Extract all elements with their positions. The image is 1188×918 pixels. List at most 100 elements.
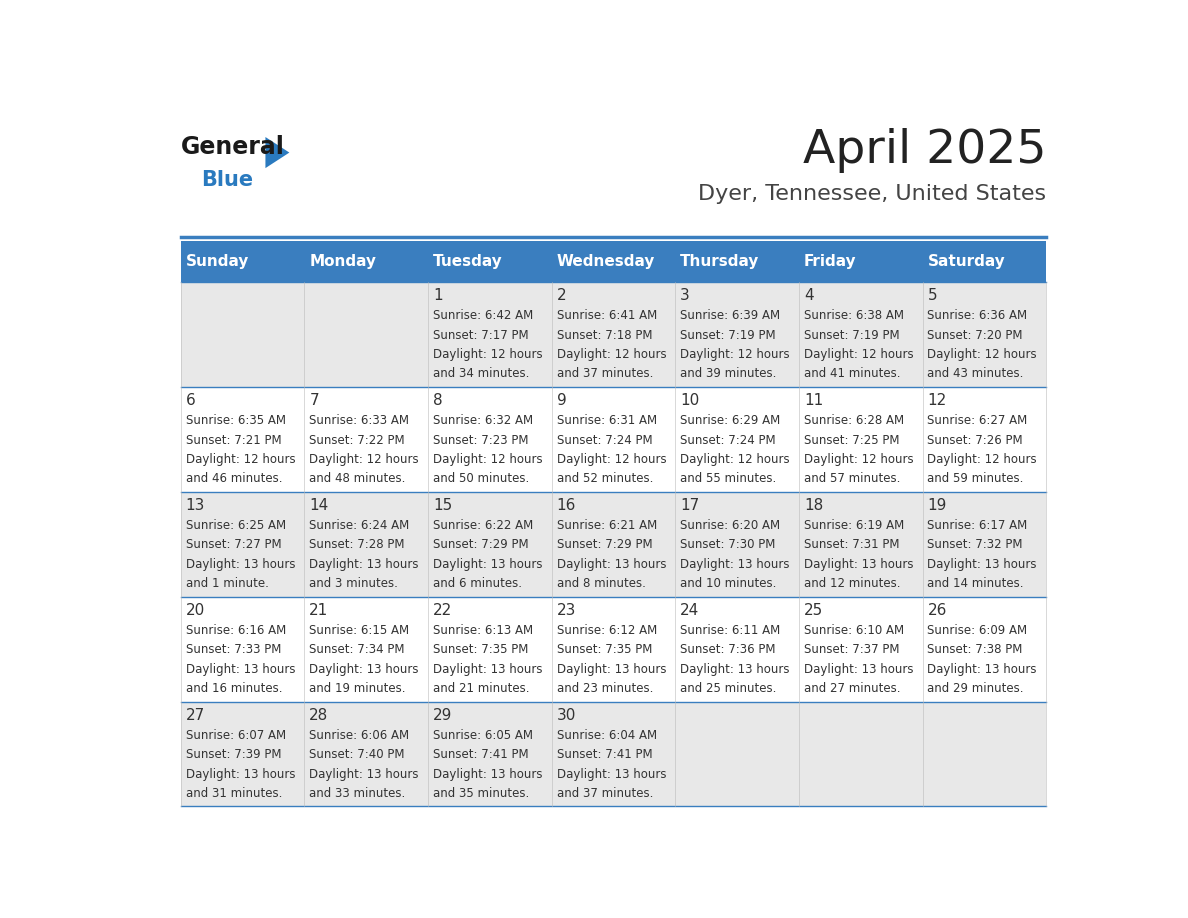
Text: Daylight: 12 hours: Daylight: 12 hours <box>928 453 1037 466</box>
Text: Sunset: 7:29 PM: Sunset: 7:29 PM <box>557 538 652 552</box>
Text: Daylight: 13 hours: Daylight: 13 hours <box>681 558 790 571</box>
Text: and 16 minutes.: and 16 minutes. <box>185 682 283 695</box>
Text: 19: 19 <box>928 498 947 513</box>
Text: 22: 22 <box>432 603 453 618</box>
Text: Sunset: 7:18 PM: Sunset: 7:18 PM <box>557 329 652 341</box>
Text: Sunset: 7:25 PM: Sunset: 7:25 PM <box>804 433 899 446</box>
Text: Sunset: 7:33 PM: Sunset: 7:33 PM <box>185 644 282 656</box>
Text: Daylight: 13 hours: Daylight: 13 hours <box>557 767 666 780</box>
Bar <box>181 492 1047 597</box>
Text: Daylight: 12 hours: Daylight: 12 hours <box>804 453 914 466</box>
Text: Sunset: 7:32 PM: Sunset: 7:32 PM <box>928 538 1023 552</box>
Text: Sunset: 7:24 PM: Sunset: 7:24 PM <box>681 433 776 446</box>
Text: and 23 minutes.: and 23 minutes. <box>557 682 653 695</box>
Text: Sunrise: 6:17 AM: Sunrise: 6:17 AM <box>928 519 1028 532</box>
Text: Daylight: 12 hours: Daylight: 12 hours <box>309 453 419 466</box>
Text: 18: 18 <box>804 498 823 513</box>
Text: Daylight: 13 hours: Daylight: 13 hours <box>432 558 543 571</box>
Text: Sunset: 7:29 PM: Sunset: 7:29 PM <box>432 538 529 552</box>
Text: 15: 15 <box>432 498 453 513</box>
Text: Daylight: 12 hours: Daylight: 12 hours <box>557 453 666 466</box>
Text: 1: 1 <box>432 288 443 303</box>
Text: Sunrise: 6:29 AM: Sunrise: 6:29 AM <box>681 414 781 427</box>
Text: Sunset: 7:35 PM: Sunset: 7:35 PM <box>432 644 529 656</box>
Text: Daylight: 12 hours: Daylight: 12 hours <box>681 348 790 361</box>
Text: Daylight: 13 hours: Daylight: 13 hours <box>309 767 419 780</box>
Text: and 6 minutes.: and 6 minutes. <box>432 577 522 590</box>
Text: Daylight: 12 hours: Daylight: 12 hours <box>804 348 914 361</box>
Text: Sunrise: 6:13 AM: Sunrise: 6:13 AM <box>432 624 533 637</box>
Text: and 34 minutes.: and 34 minutes. <box>432 367 530 380</box>
Text: Sunset: 7:34 PM: Sunset: 7:34 PM <box>309 644 405 656</box>
Text: 16: 16 <box>557 498 576 513</box>
Text: 30: 30 <box>557 708 576 722</box>
Text: 29: 29 <box>432 708 453 722</box>
Text: 26: 26 <box>928 603 947 618</box>
Text: Sunset: 7:20 PM: Sunset: 7:20 PM <box>928 329 1023 341</box>
Bar <box>181 701 1047 806</box>
Text: 25: 25 <box>804 603 823 618</box>
Text: and 57 minutes.: and 57 minutes. <box>804 473 901 486</box>
Text: Sunrise: 6:28 AM: Sunrise: 6:28 AM <box>804 414 904 427</box>
Text: General: General <box>181 135 285 159</box>
Bar <box>181 241 1047 282</box>
Bar <box>181 597 1047 701</box>
Text: Sunset: 7:38 PM: Sunset: 7:38 PM <box>928 644 1023 656</box>
Text: 27: 27 <box>185 708 204 722</box>
Text: Sunday: Sunday <box>185 254 249 269</box>
Text: Tuesday: Tuesday <box>432 254 503 269</box>
Text: 4: 4 <box>804 288 814 303</box>
Text: Daylight: 13 hours: Daylight: 13 hours <box>185 767 295 780</box>
Text: and 3 minutes.: and 3 minutes. <box>309 577 398 590</box>
Text: Sunset: 7:23 PM: Sunset: 7:23 PM <box>432 433 529 446</box>
Text: Sunrise: 6:20 AM: Sunrise: 6:20 AM <box>681 519 781 532</box>
Text: Daylight: 13 hours: Daylight: 13 hours <box>557 663 666 676</box>
Text: and 10 minutes.: and 10 minutes. <box>681 577 777 590</box>
Text: Sunrise: 6:42 AM: Sunrise: 6:42 AM <box>432 309 533 322</box>
Text: Sunrise: 6:05 AM: Sunrise: 6:05 AM <box>432 729 533 742</box>
Text: and 39 minutes.: and 39 minutes. <box>681 367 777 380</box>
Text: Sunset: 7:19 PM: Sunset: 7:19 PM <box>681 329 776 341</box>
Text: Blue: Blue <box>201 170 253 190</box>
Text: and 19 minutes.: and 19 minutes. <box>309 682 406 695</box>
Text: Sunset: 7:36 PM: Sunset: 7:36 PM <box>681 644 776 656</box>
Text: Wednesday: Wednesday <box>557 254 655 269</box>
Text: and 27 minutes.: and 27 minutes. <box>804 682 901 695</box>
Text: Sunrise: 6:06 AM: Sunrise: 6:06 AM <box>309 729 410 742</box>
Text: Sunset: 7:35 PM: Sunset: 7:35 PM <box>557 644 652 656</box>
Text: Daylight: 13 hours: Daylight: 13 hours <box>185 663 295 676</box>
Text: Sunrise: 6:12 AM: Sunrise: 6:12 AM <box>557 624 657 637</box>
Text: Daylight: 12 hours: Daylight: 12 hours <box>681 453 790 466</box>
Text: Daylight: 13 hours: Daylight: 13 hours <box>432 767 543 780</box>
Text: 5: 5 <box>928 288 937 303</box>
Text: Sunrise: 6:38 AM: Sunrise: 6:38 AM <box>804 309 904 322</box>
Text: 9: 9 <box>557 393 567 409</box>
Text: 24: 24 <box>681 603 700 618</box>
Text: Daylight: 13 hours: Daylight: 13 hours <box>557 558 666 571</box>
Text: and 55 minutes.: and 55 minutes. <box>681 473 777 486</box>
Text: and 37 minutes.: and 37 minutes. <box>557 367 653 380</box>
Text: and 37 minutes.: and 37 minutes. <box>557 787 653 800</box>
Text: 2: 2 <box>557 288 567 303</box>
Text: and 43 minutes.: and 43 minutes. <box>928 367 1024 380</box>
Text: 8: 8 <box>432 393 443 409</box>
Text: Daylight: 13 hours: Daylight: 13 hours <box>185 558 295 571</box>
Text: Sunrise: 6:27 AM: Sunrise: 6:27 AM <box>928 414 1028 427</box>
Text: and 41 minutes.: and 41 minutes. <box>804 367 901 380</box>
Text: 10: 10 <box>681 393 700 409</box>
Text: Sunrise: 6:10 AM: Sunrise: 6:10 AM <box>804 624 904 637</box>
Text: Sunrise: 6:07 AM: Sunrise: 6:07 AM <box>185 729 286 742</box>
Text: and 52 minutes.: and 52 minutes. <box>557 473 653 486</box>
Text: and 33 minutes.: and 33 minutes. <box>309 787 405 800</box>
Text: Daylight: 13 hours: Daylight: 13 hours <box>804 663 914 676</box>
Text: Sunset: 7:17 PM: Sunset: 7:17 PM <box>432 329 529 341</box>
Text: Friday: Friday <box>804 254 857 269</box>
Text: Sunrise: 6:11 AM: Sunrise: 6:11 AM <box>681 624 781 637</box>
Text: Daylight: 13 hours: Daylight: 13 hours <box>432 663 543 676</box>
Text: Daylight: 13 hours: Daylight: 13 hours <box>309 558 419 571</box>
Text: Sunset: 7:27 PM: Sunset: 7:27 PM <box>185 538 282 552</box>
Text: Sunset: 7:41 PM: Sunset: 7:41 PM <box>432 748 529 761</box>
Text: Daylight: 12 hours: Daylight: 12 hours <box>432 453 543 466</box>
Text: 17: 17 <box>681 498 700 513</box>
Polygon shape <box>265 137 290 168</box>
